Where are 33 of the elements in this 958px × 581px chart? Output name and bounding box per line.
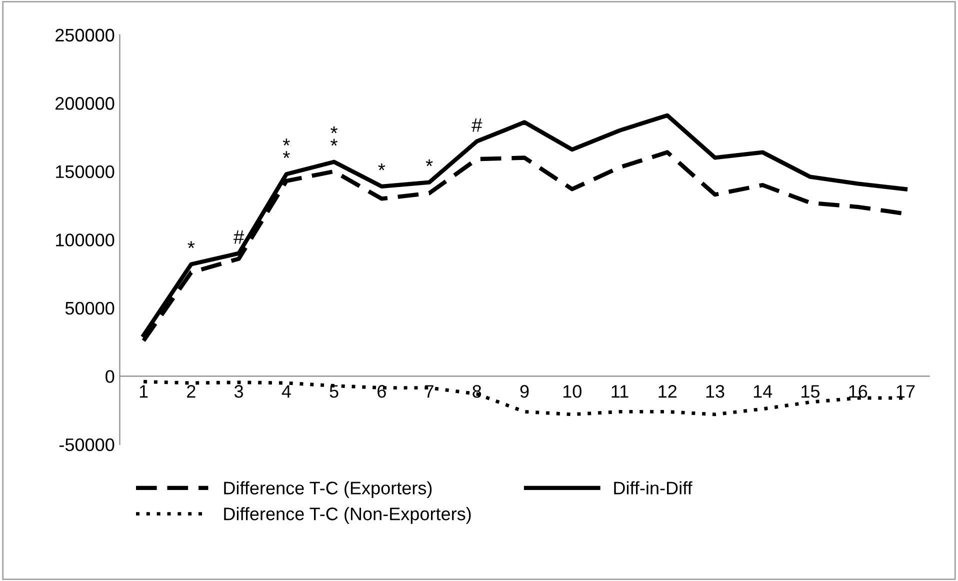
x-tick-label: 9: [520, 385, 529, 398]
x-tick-label: 10: [563, 385, 582, 398]
x-tick-label: 4: [282, 385, 291, 398]
legend-label: Difference T-C (Exporters): [224, 481, 432, 498]
x-tick-label: 17: [896, 385, 915, 398]
x-tick-label: 7: [425, 385, 434, 398]
y-tick-label: -50000: [59, 438, 114, 452]
x-tick-label: 16: [849, 385, 868, 398]
annotation: *: [378, 163, 386, 170]
x-tick-label: 15: [802, 385, 820, 398]
x-tick-label: 8: [472, 385, 482, 398]
y-tick-label: 250000: [56, 28, 114, 42]
x-tick-label: 3: [234, 385, 244, 398]
x-tick-label: 2: [187, 385, 196, 398]
y-tick-label: 200000: [56, 97, 114, 110]
y-tick-label: 150000: [56, 165, 114, 178]
x-tick-label: 6: [378, 385, 386, 398]
legend-label: Difference T-C (Non-Exporters): [224, 507, 471, 524]
x-tick-label: 14: [754, 385, 772, 398]
annotation: #: [472, 118, 482, 132]
x-tick-label: 1: [140, 385, 148, 398]
x-tick-label: 11: [612, 385, 628, 398]
annotation: * *: [330, 126, 338, 146]
annotation: *: [188, 241, 195, 248]
legend-label: Diff-in-Diff: [614, 481, 692, 494]
x-tick-label: 12: [658, 385, 676, 398]
annotation: #: [233, 230, 244, 244]
annotation: * *: [282, 138, 290, 158]
y-tick-label: 0: [106, 370, 114, 383]
annotation: *: [426, 159, 433, 166]
x-tick-label: 13: [706, 385, 724, 398]
y-tick-label: 100000: [56, 234, 114, 246]
y-tick-label: 50000: [65, 302, 114, 315]
